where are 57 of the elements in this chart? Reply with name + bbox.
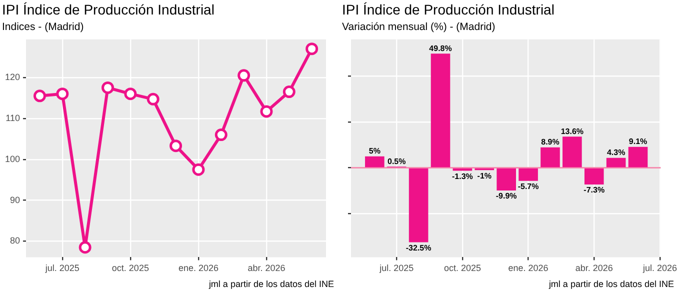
y-tick-label: 110 xyxy=(6,112,20,123)
data-label: 49.8% xyxy=(429,44,452,53)
chart-subtitle: Variación mensual (%) - (Madrid) xyxy=(342,20,496,33)
data-label: 0.5% xyxy=(388,156,406,166)
x-tick-label: abr. 2026 xyxy=(248,263,286,274)
data-label: 9.1% xyxy=(628,137,648,146)
text: jml a partir de los datos del INE xyxy=(208,278,334,289)
data-label: -1.3% xyxy=(452,172,473,181)
bar xyxy=(540,147,560,168)
point xyxy=(238,69,250,82)
data-label: 4.3% xyxy=(606,148,626,158)
bar xyxy=(452,168,472,171)
x-tick-label: jul. 2025 xyxy=(378,263,414,274)
x-tick-label: oct. 2025 xyxy=(112,263,149,274)
data-label: -7.3% xyxy=(584,186,605,195)
point xyxy=(102,81,114,94)
y-tick-label: 90 xyxy=(10,194,20,205)
bar xyxy=(606,158,626,168)
point xyxy=(33,90,46,102)
y-tick-label: 120 xyxy=(4,72,20,82)
bar xyxy=(365,156,384,168)
y-tick-label: 80 xyxy=(10,236,20,246)
bar xyxy=(408,168,428,242)
bar xyxy=(430,54,450,168)
point xyxy=(56,88,69,100)
point xyxy=(192,163,205,176)
data-label: 13.6% xyxy=(560,126,584,136)
bar xyxy=(584,168,604,185)
data-label: -1% xyxy=(477,171,492,180)
text: jml a partir de los datos del INE xyxy=(548,278,674,289)
chart-title: IPI Índice de Producción Industrial xyxy=(342,1,554,18)
data-label: 5% xyxy=(368,146,380,156)
point xyxy=(260,105,273,118)
bar xyxy=(562,136,582,168)
point xyxy=(124,88,137,100)
chart-subtitle: Indices - (Madrid) xyxy=(2,20,84,33)
point xyxy=(306,42,318,56)
point xyxy=(282,86,296,98)
point xyxy=(78,241,92,254)
bar xyxy=(628,146,648,168)
x-tick-label: abr. 2026 xyxy=(575,263,613,274)
bar xyxy=(518,168,538,181)
point xyxy=(214,128,228,142)
point xyxy=(146,92,160,106)
x-tick-label: ene. 2026 xyxy=(508,263,548,274)
y-tick-label: 100 xyxy=(4,154,20,164)
data-label: -5.7% xyxy=(518,182,539,192)
x-tick-label: ene. 2026 xyxy=(178,263,218,274)
data-label: -32.5% xyxy=(406,244,432,252)
x-tick-label: jul. 2025 xyxy=(44,263,80,274)
data-label: 8.9% xyxy=(541,138,560,147)
chart-title: IPI Índice de Producción Industrial xyxy=(2,1,214,18)
x-tick-label: oct. 2025 xyxy=(444,263,481,274)
bar xyxy=(496,168,516,190)
point xyxy=(170,140,182,152)
x-tick-label: jul. 2026 xyxy=(642,263,677,274)
data-label: -9.9% xyxy=(496,192,517,201)
